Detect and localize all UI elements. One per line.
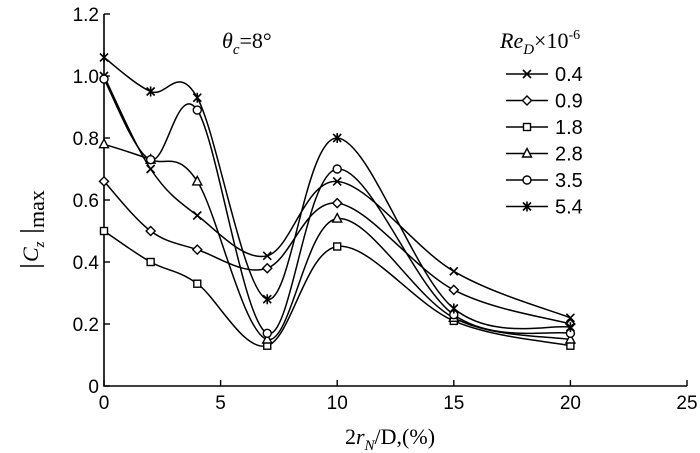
axes: 0 5 10 15 20 25 0 0.2 0.4 0.6 0.8 1.0 1.2 (73, 5, 698, 414)
y-tick-label: 0.2 (73, 315, 99, 336)
svg-text:max: max (24, 190, 49, 228)
data-point (333, 242, 342, 251)
y-tick-label: 0 (88, 377, 99, 398)
legend-item: 2.8 (506, 144, 583, 166)
y-tick-label: 0.4 (73, 253, 100, 274)
x-tick-label: 5 (215, 393, 226, 414)
data-point (331, 197, 343, 209)
data-point (192, 210, 202, 221)
legend-item: 3.5 (506, 170, 583, 192)
data-point (99, 52, 109, 63)
legend-item: 0.4 (506, 64, 583, 86)
legend: 0.4 0.9 1.8 2.8 3.5 5.4 (506, 64, 583, 219)
axis-frame (103, 14, 687, 387)
legend-item: 5.4 (506, 197, 583, 219)
data-point (146, 86, 156, 97)
data-point (191, 244, 203, 256)
svg-text:Cz: Cz (18, 241, 48, 262)
series-line-3.5 (103, 78, 571, 335)
y-tick-label: 1.0 (73, 67, 99, 88)
data-point (262, 328, 272, 338)
x-tick-label: 10 (327, 393, 348, 414)
legend-label: 0.4 (555, 64, 583, 86)
y-tick-label: 0.6 (73, 191, 99, 212)
legend-label: 3.5 (555, 170, 583, 192)
data-point (565, 322, 575, 333)
legend-label: 2.8 (555, 144, 583, 166)
y-tick-label: 0.8 (73, 129, 99, 150)
data-point (448, 284, 460, 296)
x-tick-label: 20 (560, 393, 581, 414)
legend-marker (522, 175, 532, 185)
data-point (193, 279, 202, 288)
legend-item: 0.9 (506, 91, 583, 113)
legend-label: 0.9 (555, 91, 583, 113)
data-point (98, 175, 110, 187)
legend-title: ReD×10-6 (499, 28, 580, 58)
legend-marker (521, 95, 533, 106)
legend-item: 1.8 (506, 117, 583, 139)
data-point (192, 92, 202, 103)
data-point (331, 212, 343, 223)
x-tick-label: 15 (443, 393, 464, 414)
data-point (145, 154, 156, 165)
data-point (332, 176, 342, 186)
data-point (99, 226, 109, 236)
legend-marker (522, 201, 532, 212)
data-point (262, 251, 272, 261)
y-axis-title: Cz max (18, 190, 49, 267)
series-line-5.4 (103, 56, 571, 330)
x-tick-label: 0 (99, 393, 110, 414)
legend-label: 5.4 (555, 197, 583, 219)
data-point (98, 137, 110, 149)
data-point (262, 294, 272, 305)
legend-marker (521, 147, 533, 158)
data-point (261, 333, 273, 344)
x-axis-title: 2rN/D,(%) (345, 424, 435, 453)
legend-marker (522, 122, 532, 132)
y-tick-label: 1.2 (73, 5, 99, 26)
data-point (332, 164, 342, 174)
data-point (449, 303, 459, 314)
data-point (146, 257, 155, 267)
legend-label: 1.8 (555, 117, 583, 139)
data-point (332, 133, 342, 143)
legend-marker (522, 69, 532, 79)
data-point (146, 164, 156, 174)
x-tick-label: 25 (676, 393, 697, 414)
series-line-0.4 (103, 75, 571, 319)
data-point (449, 266, 459, 276)
data-point (99, 74, 109, 84)
data-point (191, 174, 203, 186)
series-markers (98, 52, 577, 350)
data-point (145, 225, 157, 237)
data-point (192, 105, 202, 115)
annotation: θc=8° (222, 28, 272, 58)
data-point (564, 333, 577, 344)
data-point (565, 313, 575, 323)
data-point (261, 262, 273, 274)
